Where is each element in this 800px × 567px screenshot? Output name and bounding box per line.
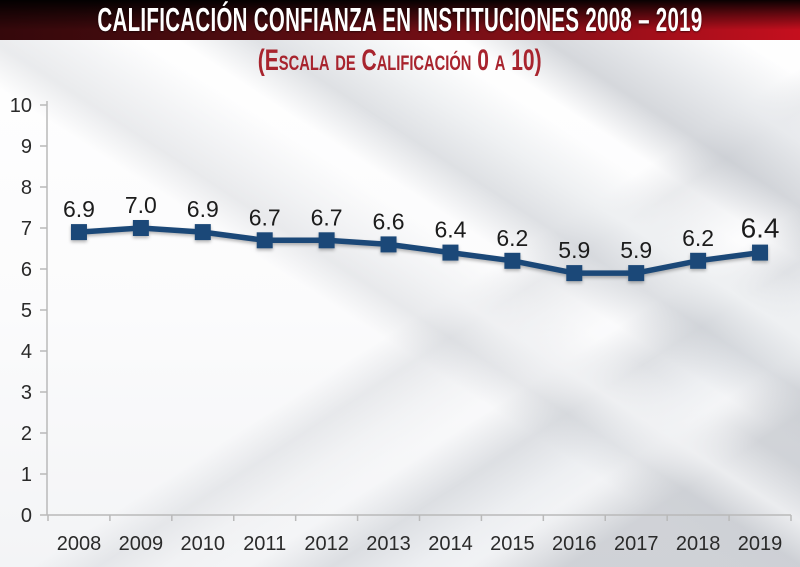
x-tick-label-2008: 2008 (57, 533, 102, 555)
y-tick-label-8: 8 (21, 177, 32, 199)
data-label-2012: 6.7 (311, 204, 343, 230)
y-tick-label-1: 1 (21, 464, 32, 486)
data-label-2011: 6.7 (249, 204, 281, 230)
x-tick-label-2014: 2014 (428, 533, 473, 555)
data-point-2008 (70, 224, 87, 241)
y-tick-label-9: 9 (21, 136, 32, 158)
x-tick-label-2018: 2018 (676, 533, 721, 555)
data-label-2019: 6.4 (741, 213, 780, 244)
x-tick-label-2010: 2010 (181, 533, 226, 555)
data-point-2019 (752, 244, 769, 261)
y-tick-label-7: 7 (21, 218, 32, 240)
x-tick-label-2019: 2019 (738, 533, 783, 555)
title-banner: CALIFICACIÓN CONFIANZA EN INSTITUCIONES … (0, 0, 800, 40)
data-point-2014 (442, 244, 459, 261)
data-point-2015 (504, 252, 521, 269)
data-label-2018: 6.2 (682, 225, 714, 251)
x-tick-label-2016: 2016 (552, 533, 597, 555)
data-point-2010 (194, 224, 211, 241)
data-point-2017 (628, 265, 645, 282)
data-label-2013: 6.6 (373, 208, 405, 234)
data-point-2016 (566, 265, 583, 282)
series-line (78, 225, 761, 276)
chart-subtitle-text: (Escala de Calificación 0 a 10) (258, 44, 542, 77)
data-point-2009 (132, 220, 149, 236)
x-tick-label-2017: 2017 (614, 533, 659, 555)
y-tick-label-2: 2 (21, 423, 32, 445)
y-tick-label-5: 5 (21, 300, 32, 322)
data-point-2011 (256, 232, 273, 249)
data-label-2009: 7.0 (125, 192, 157, 218)
series-confianza (70, 220, 769, 282)
data-label-2016: 5.9 (558, 237, 590, 263)
data-point-2012 (318, 232, 335, 249)
data-label-2008: 6.9 (63, 196, 95, 222)
data-label-2010: 6.9 (187, 196, 219, 222)
axes (40, 101, 792, 521)
data-label-2017: 5.9 (620, 237, 652, 263)
data-label-2014: 6.4 (434, 217, 466, 243)
y-tick-label-0: 0 (21, 505, 32, 527)
y-tick-label-3: 3 (21, 382, 32, 404)
page-title: CALIFICACIÓN CONFIANZA EN INSTITUCIONES … (97, 1, 703, 38)
x-tick-label-2012: 2012 (304, 533, 349, 555)
x-tick-label-2013: 2013 (366, 533, 411, 555)
x-tick-label-2011: 2011 (243, 533, 286, 555)
y-tick-label-10: 10 (10, 95, 32, 117)
y-tick-label-4: 4 (21, 341, 32, 363)
data-point-2013 (380, 236, 397, 253)
x-tick-label-2015: 2015 (490, 533, 535, 555)
y-tick-label-6: 6 (21, 259, 32, 281)
x-tick-label-2009: 2009 (119, 533, 164, 555)
data-label-2015: 6.2 (496, 225, 528, 251)
chart-subtitle: (Escala de Calificación 0 a 10) (0, 44, 800, 78)
data-point-2018 (690, 252, 707, 269)
